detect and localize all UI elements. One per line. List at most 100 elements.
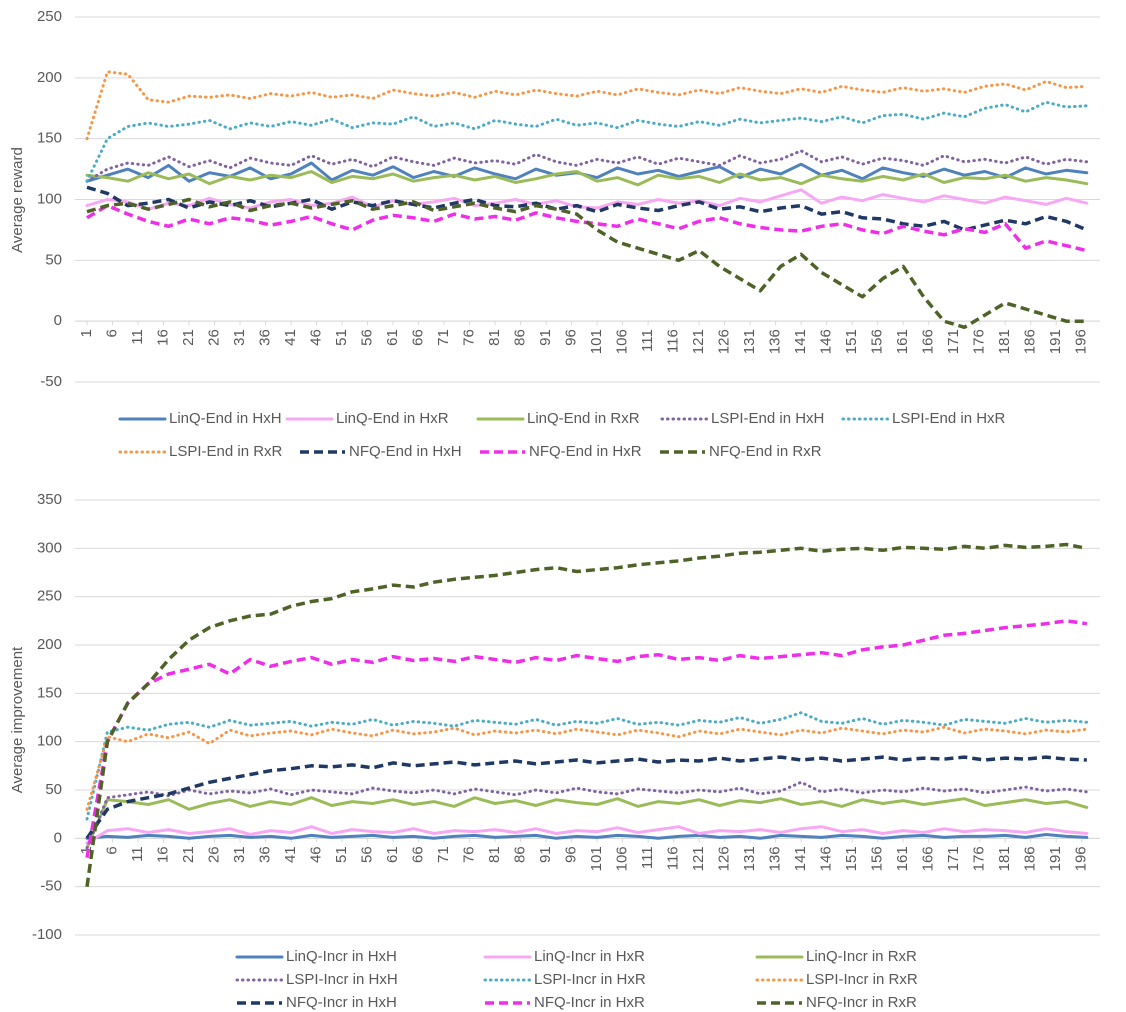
series-line (85, 755, 1087, 840)
y-tick-label: 50 (45, 781, 62, 798)
series-line (85, 711, 1089, 821)
x-tick-label: 106 (614, 846, 631, 871)
x-tick-label: 196 (1073, 329, 1090, 354)
legend-label: LinQ-End in HxH (169, 410, 282, 427)
legend-label: LSPI-Incr in HxH (286, 971, 398, 988)
x-tick-label: 51 (333, 846, 350, 863)
series-line (86, 203, 1088, 253)
x-tick-label: 66 (410, 329, 427, 346)
x-tick-label: 156 (869, 329, 886, 354)
series-line (85, 619, 1088, 859)
x-tick-label: 141 (792, 846, 809, 871)
y-tick-label: 0 (54, 312, 62, 329)
x-tick-label: 96 (563, 329, 580, 346)
legend-label: NFQ-End in RxR (709, 443, 822, 460)
legend-label: NFQ-End in HxH (349, 443, 462, 460)
x-tick-label: 186 (1022, 329, 1039, 354)
x-tick-label: 56 (359, 846, 376, 863)
x-tick-label: 196 (1073, 846, 1090, 871)
series-line (85, 170, 1089, 187)
x-tick-label: 191 (1047, 329, 1064, 354)
legend-label: LinQ-End in HxR (336, 410, 449, 427)
x-tick-label: 101 (588, 846, 605, 871)
x-tick-label: 71 (435, 329, 452, 346)
x-tick-label: 91 (537, 846, 554, 863)
legend-label: LinQ-Incr in RxR (806, 948, 917, 965)
x-tick-label: 66 (410, 846, 427, 863)
x-tick-label: 106 (614, 329, 631, 354)
y-tick-label: 200 (37, 69, 62, 86)
legend-label: LSPI-Incr in RxR (806, 971, 918, 988)
series-line (85, 780, 1089, 850)
x-tick-label: 121 (690, 846, 707, 871)
y-axis-label: Average improvement (9, 646, 26, 793)
y-tick-label: 250 (37, 588, 62, 605)
x-tick-label: 76 (461, 846, 478, 863)
x-tick-label: 191 (1047, 846, 1064, 871)
series-line (85, 725, 1089, 811)
legend-label: NFQ-End in HxR (529, 443, 642, 460)
series-line (86, 197, 1087, 330)
x-tick-label: 176 (971, 329, 988, 354)
y-tick-label: 200 (37, 636, 62, 653)
series-line (85, 70, 1089, 141)
x-tick-label: 31 (231, 329, 248, 346)
y-tick-label: 150 (37, 130, 62, 147)
x-tick-label: 186 (1022, 846, 1039, 871)
x-tick-label: 11 (129, 846, 146, 862)
x-tick-label: 96 (563, 846, 580, 863)
y-tick-label: -50 (40, 878, 62, 895)
x-tick-label: 86 (512, 329, 529, 346)
x-tick-label: 26 (205, 846, 222, 863)
x-tick-label: 126 (716, 846, 733, 871)
x-tick-label: 1 (78, 329, 95, 337)
x-tick-label: 11 (129, 329, 146, 345)
x-tick-label: 6 (103, 329, 120, 337)
legend-label: NFQ-Incr in RxR (806, 994, 917, 1011)
x-tick-label: 146 (818, 846, 835, 871)
x-tick-label: 21 (180, 846, 197, 863)
x-tick-label: 81 (486, 329, 503, 346)
x-tick-label: 181 (996, 329, 1013, 354)
y-tick-label: 150 (37, 684, 62, 701)
legend-label: LSPI-End in HxR (892, 410, 1006, 427)
y-tick-label: 0 (54, 829, 62, 846)
y-tick-label: 250 (37, 8, 62, 25)
y-tick-label: 350 (37, 491, 62, 508)
x-tick-label: 166 (920, 329, 937, 354)
y-tick-label: -100 (32, 926, 62, 943)
x-tick-label: 61 (384, 846, 401, 863)
x-tick-label: 181 (996, 846, 1013, 871)
x-tick-label: 81 (486, 846, 503, 863)
x-tick-label: 36 (257, 846, 274, 863)
legend-label: NFQ-Incr in HxR (534, 994, 645, 1011)
x-tick-label: 41 (282, 846, 299, 863)
x-tick-label: 1 (78, 846, 95, 854)
legend-label: LinQ-Incr in HxH (286, 948, 397, 965)
legend-label: LinQ-End in RxR (527, 410, 640, 427)
y-tick-label: 50 (45, 251, 62, 268)
x-tick-label: 31 (231, 846, 248, 863)
x-tick-label: 61 (384, 329, 401, 346)
y-tick-label: 100 (37, 190, 62, 207)
series-line (85, 149, 1089, 183)
series-line (85, 796, 1089, 850)
legend-label: LSPI-End in HxH (711, 410, 824, 427)
x-tick-label: 21 (180, 329, 197, 346)
x-tick-label: 171 (945, 329, 962, 354)
x-tick-label: 156 (869, 846, 886, 871)
x-tick-label: 136 (767, 846, 784, 871)
y-tick-label: 300 (37, 539, 62, 556)
x-tick-label: 51 (333, 329, 350, 346)
legend-label: LSPI-End in RxR (169, 443, 283, 460)
x-tick-label: 151 (843, 329, 860, 354)
x-tick-label: 176 (971, 846, 988, 871)
series-line (85, 100, 1089, 183)
series-line (86, 185, 1088, 232)
x-tick-label: 46 (308, 329, 325, 346)
x-tick-label: 111 (639, 329, 656, 352)
x-tick-label: 71 (435, 846, 452, 863)
series-line (85, 542, 1088, 887)
x-tick-label: 16 (154, 846, 171, 863)
